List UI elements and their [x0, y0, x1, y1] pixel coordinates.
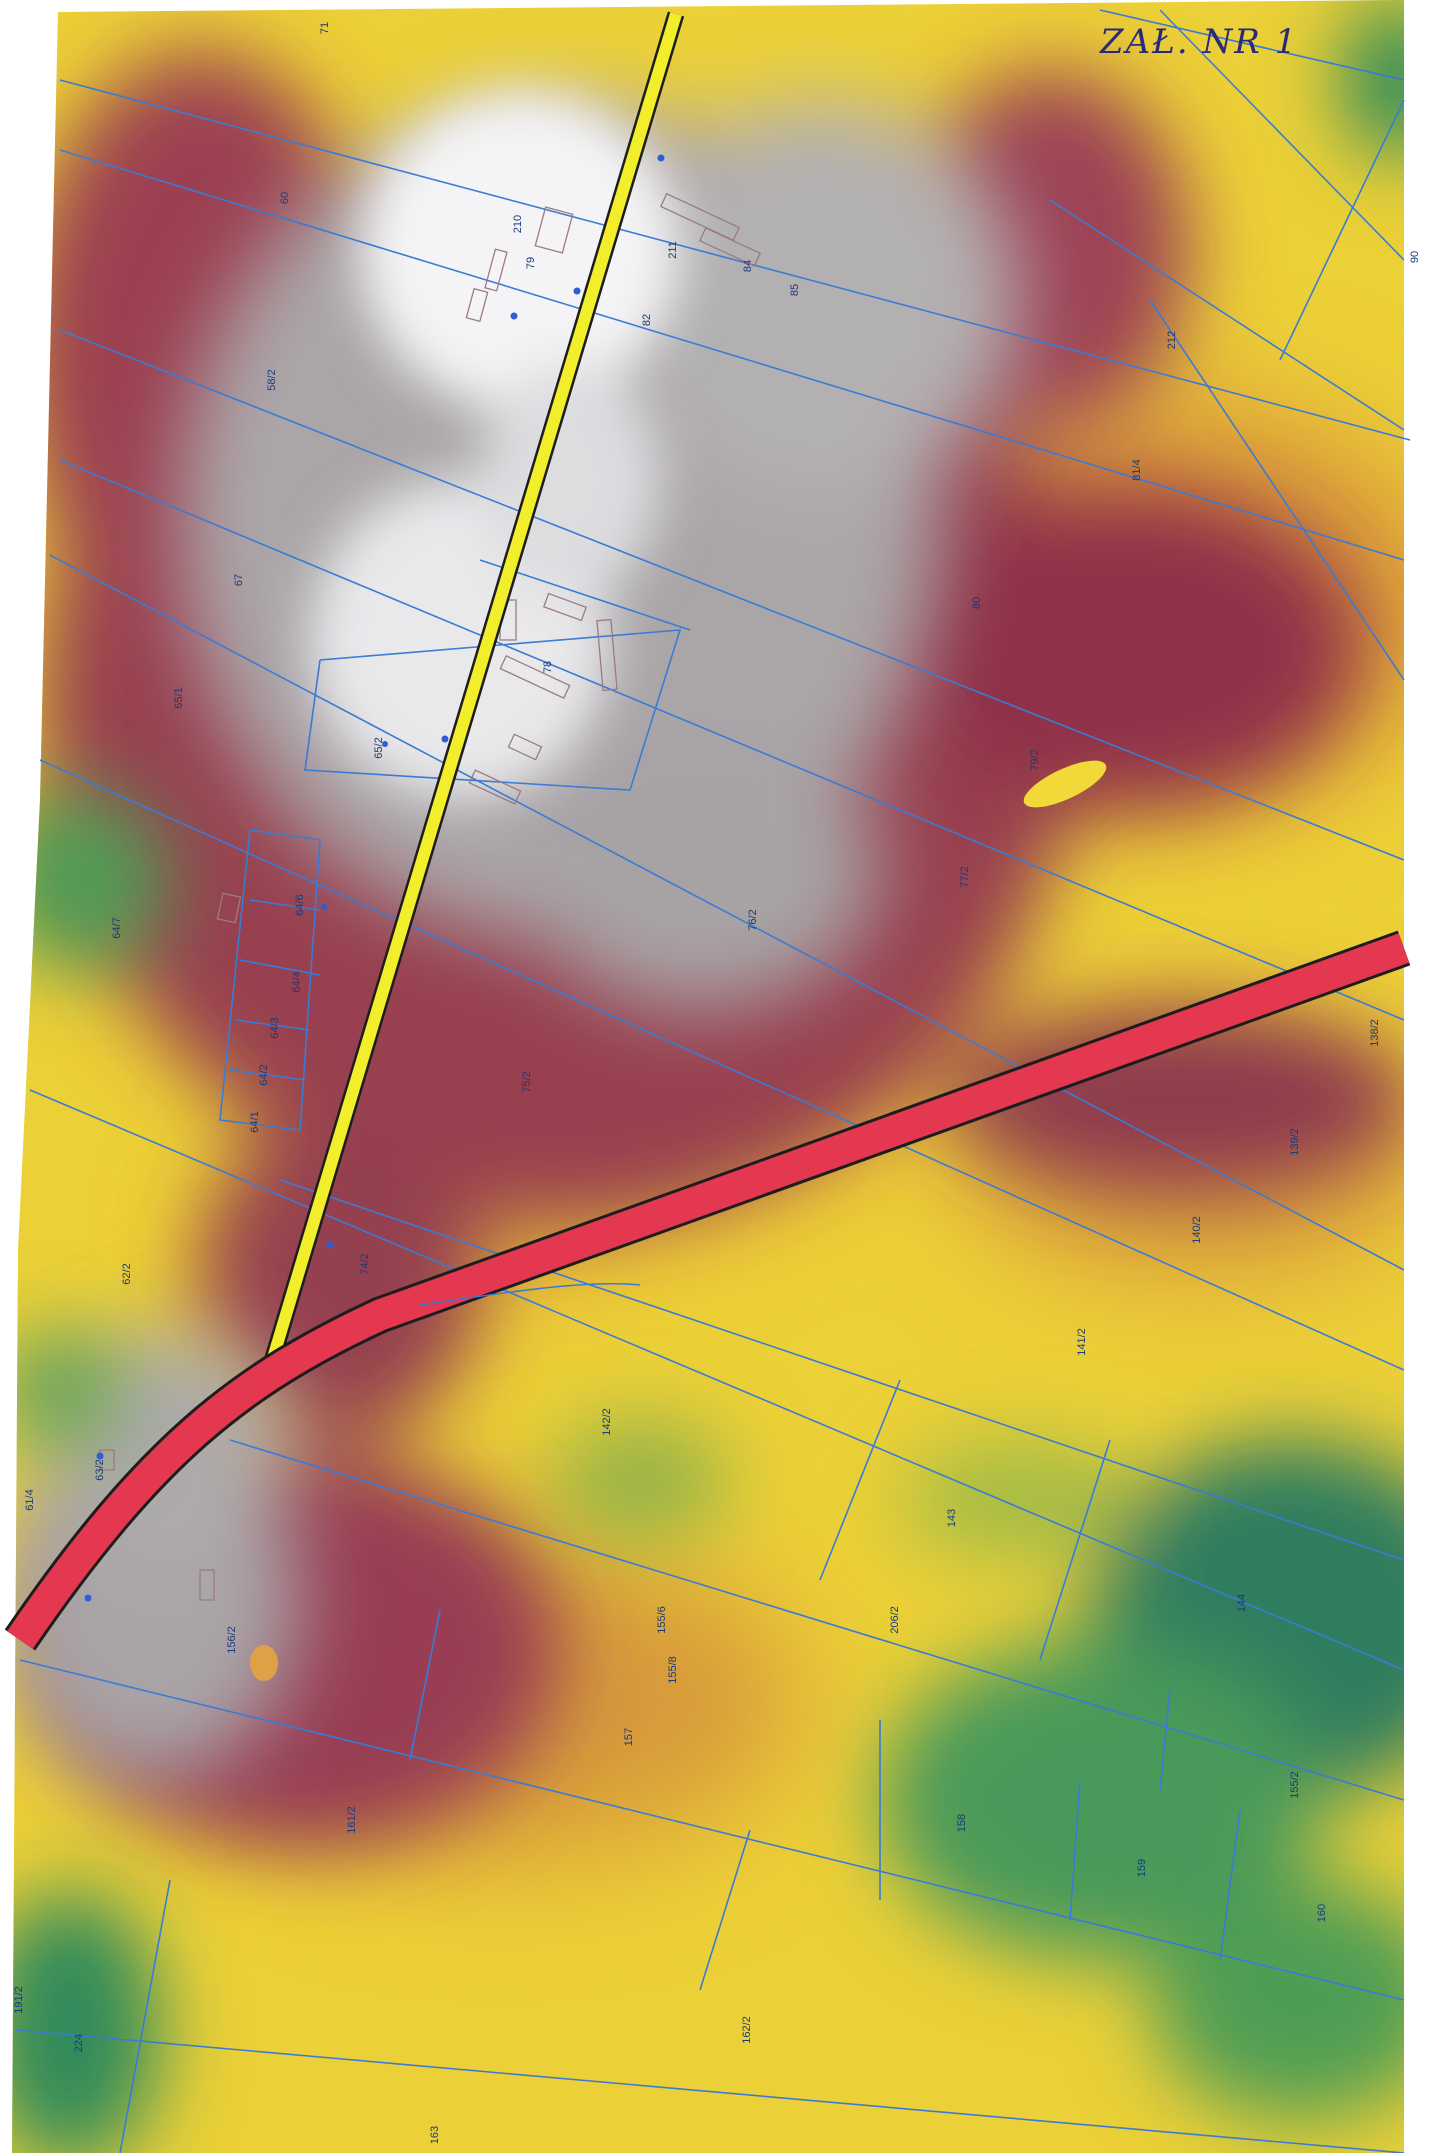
parcel-label: 60: [279, 192, 291, 204]
annotation-handwritten: ZAŁ. NR 1: [1100, 22, 1299, 62]
parcel-label: 85: [789, 284, 801, 296]
parcel-label: 64/1: [249, 1111, 261, 1132]
parcel-label: 191/2: [13, 1986, 25, 2014]
parcel-label: 155/6: [656, 1606, 668, 1634]
parcel-label: 79/2: [1029, 749, 1041, 770]
road-red: [4, 930, 1411, 1651]
parcel-label: 84: [742, 260, 754, 272]
road-yellow: [255, 11, 685, 1391]
parcel-label: 155/2: [1289, 1771, 1301, 1799]
parcel-label: 155/8: [667, 1656, 679, 1684]
parcel-label: 63/2: [94, 1459, 106, 1480]
parcel-label: 139/2: [1289, 1128, 1301, 1156]
parcel-label: 138/2: [1369, 1019, 1381, 1047]
parcel-label: 142/2: [601, 1408, 613, 1436]
parcel-label: 75/2: [521, 1071, 533, 1092]
parcel-label: 64/4: [291, 971, 303, 992]
parcel-labels: 60 58/2 67 65/1 65/2 64/7 64/6 64/4 64/3 64/2 64/1…: [13, 22, 1421, 2144]
parcel-label: 62/2: [121, 1263, 133, 1284]
parcel-label: 64/7: [111, 917, 123, 938]
parcel-label: 163: [429, 2126, 441, 2144]
depression-spot: [1023, 760, 1107, 808]
parcel-label: 156/2: [226, 1626, 238, 1654]
parcel-label: 159: [1136, 1859, 1148, 1877]
parcel-label: 206/2: [889, 1606, 901, 1634]
parcel-label: 65/2: [373, 737, 385, 758]
parcel-label: 160: [1316, 1904, 1328, 1922]
parcel-label: 212: [1166, 331, 1178, 349]
parcel-label: 64/3: [269, 1017, 281, 1038]
parcel-label: 141/2: [1076, 1328, 1088, 1356]
parcel-label: 76/2: [747, 909, 759, 930]
parcel-label: 157: [623, 1728, 635, 1746]
parcel-label: 65/1: [173, 687, 185, 708]
parcel-label: 77/2: [959, 866, 971, 887]
parcel-label: 143: [946, 1509, 958, 1527]
parcel-boundaries: [14, 9, 1411, 2153]
parcel-label: 61/4: [24, 1489, 36, 1510]
parcel-label: 81/4: [1131, 459, 1143, 480]
parcel-label: 58/2: [266, 369, 278, 390]
parcel-label: 78: [542, 661, 554, 673]
parcel-label: 140/2: [1191, 1216, 1203, 1244]
parcel-label: 67: [233, 574, 245, 586]
parcel-label: 74/2: [359, 1253, 371, 1274]
parcel-label: 158: [956, 1814, 968, 1832]
parcel-label: 71: [319, 22, 331, 34]
parcel-label: 64/6: [294, 894, 306, 915]
parcel-label: 161/2: [346, 1806, 358, 1834]
parcel-label: 144: [1236, 1594, 1248, 1612]
parcel-label: 80: [971, 597, 983, 609]
parcel-label: 210: [512, 215, 524, 233]
depression-spot: [250, 1645, 278, 1681]
parcel-label: 79: [525, 257, 537, 269]
parcel-label: 64/2: [258, 1064, 270, 1085]
parcel-label: 224: [73, 2034, 85, 2052]
parcel-label: 162/2: [741, 2016, 753, 2044]
parcel-label: 82: [641, 314, 653, 326]
buildings: [99, 192, 762, 1601]
parcel-label: 90: [1409, 251, 1421, 263]
parcel-label: 211: [667, 241, 679, 259]
